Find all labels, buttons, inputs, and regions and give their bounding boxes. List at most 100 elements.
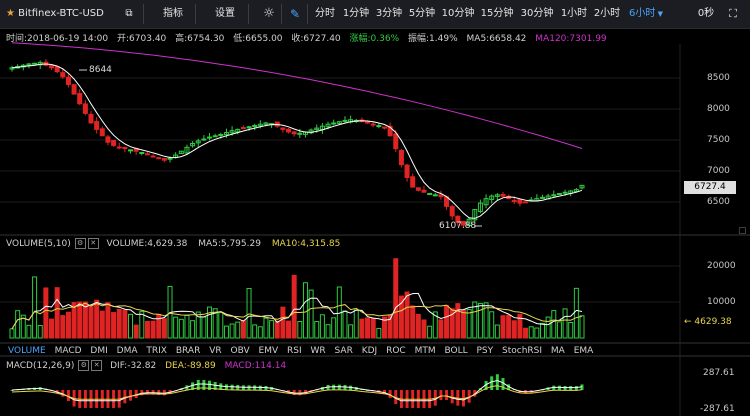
volume-bar [37, 324, 43, 339]
tab-wr[interactable]: WR [310, 346, 326, 356]
close-icon[interactable]: ✕ [87, 238, 99, 249]
settings-button[interactable]: 设置 [215, 8, 235, 19]
external-link-icon[interactable]: ⧉ [125, 8, 133, 19]
tab-ema[interactable]: EMA [573, 346, 594, 356]
candle [500, 194, 506, 197]
tab-emv[interactable]: EMV [258, 346, 279, 356]
macd-tick-top: 287.61 [703, 368, 735, 378]
volume-bar [116, 308, 122, 339]
macd-bar [332, 384, 336, 390]
candle [144, 153, 150, 156]
candle [551, 194, 557, 197]
candle [297, 132, 303, 135]
tab-obv[interactable]: OBV [230, 346, 250, 356]
candle [466, 218, 472, 227]
timeframe-10min[interactable]: 10分钟 [441, 8, 475, 19]
tab-mtm[interactable]: MTM [414, 346, 436, 356]
tab-brar[interactable]: BRAR [175, 346, 201, 356]
macd-bar [484, 381, 488, 390]
volume-bar [438, 319, 444, 339]
macd-bar [580, 384, 584, 390]
tab-roc[interactable]: ROC [386, 346, 406, 356]
tab-stochrsi[interactable]: StochRSI [502, 346, 543, 356]
indicators-button[interactable]: 指标 [163, 8, 183, 19]
macd-bar [162, 390, 166, 396]
gear-icon[interactable]: ⚙ [74, 238, 86, 249]
macd-bar [208, 380, 212, 390]
volume-bar [144, 320, 150, 339]
volume-bar [308, 289, 314, 339]
volume-bar [562, 308, 568, 339]
volume-bar [466, 308, 472, 339]
gear-icon[interactable]: ⚙ [78, 360, 90, 371]
macd-bar [473, 390, 477, 397]
volume-bar [184, 314, 190, 339]
macd-title: MACD(12,26,9) [6, 361, 75, 371]
timeframe-fenshi[interactable]: 分时 [315, 8, 335, 19]
tab-vr[interactable]: VR [209, 346, 222, 356]
volume-bar [489, 311, 495, 339]
candle [9, 67, 15, 70]
volume-bar [331, 317, 337, 339]
divider [281, 4, 282, 24]
volume-bar [20, 314, 26, 339]
candle [257, 123, 263, 127]
close-icon[interactable]: ✕ [91, 360, 103, 371]
macd-bar [337, 384, 341, 390]
timeframe-1h[interactable]: 1小时 [560, 8, 588, 19]
candle [190, 142, 196, 147]
macd-bar [10, 390, 14, 391]
tab-volume[interactable]: VOLUME [8, 346, 46, 356]
volume-bar [139, 311, 145, 339]
draw-tool-icon[interactable]: ✎ [289, 7, 301, 21]
tab-rsi[interactable]: RSI [287, 346, 302, 356]
volume-bar [240, 320, 246, 339]
star-icon[interactable]: ★ [6, 8, 15, 19]
tab-psy[interactable]: PSY [476, 346, 494, 356]
tab-dma[interactable]: DMA [116, 346, 138, 356]
volume-bar [178, 318, 184, 339]
tab-macd[interactable]: MACD [54, 346, 82, 356]
volume-bar [348, 324, 354, 339]
volume-bar [88, 304, 94, 339]
candle [291, 131, 297, 135]
timeframe-6h[interactable]: 6小时 ▼ [626, 4, 666, 24]
current-price-tag: 6727.4 [684, 181, 736, 194]
candle [65, 76, 71, 85]
indicator-tabs: VOLUME MACD DMI DMA TRIX BRAR VR OBV EMV… [8, 346, 599, 356]
volume-bar [60, 315, 66, 339]
volume-bar [500, 315, 506, 339]
tab-boll[interactable]: BOLL [444, 346, 468, 356]
symbol-selector[interactable]: ★ Bitfinex-BTC-USD [6, 4, 114, 24]
countdown: 0秒 [697, 8, 715, 19]
volume-bar [173, 316, 179, 339]
timeframe-1min[interactable]: 1分钟 [342, 8, 370, 19]
tab-dmi[interactable]: DMI [90, 346, 108, 356]
timeframe-5min[interactable]: 5分钟 [408, 8, 436, 19]
volume-bar [539, 322, 545, 339]
volume-bar [455, 303, 461, 339]
fullscreen-icon[interactable]: ⛶ [729, 7, 737, 20]
candle [128, 149, 134, 152]
macd-bar [140, 390, 144, 396]
candle [393, 133, 399, 150]
timeframe-2h[interactable]: 2小时 [593, 8, 621, 19]
tab-trix[interactable]: TRIX [146, 346, 167, 356]
candle [415, 187, 421, 191]
macd-dea: DEA:-89.89 [165, 361, 216, 371]
candle [212, 135, 218, 138]
volume-bar [381, 316, 387, 339]
timeframe-15min[interactable]: 15分钟 [480, 8, 514, 19]
collapse-icon[interactable]: ▢ [738, 226, 747, 236]
tab-kdj[interactable]: KDJ [361, 346, 378, 356]
macd-bar [202, 380, 206, 390]
tab-sar[interactable]: SAR [334, 346, 353, 356]
macd-panel-header: MACD(12,26,9) ⚙ ✕ DIF:-32.82 DEA:-89.89 M… [6, 360, 286, 371]
timeframe-30min[interactable]: 30分钟 [520, 8, 554, 19]
timeframe-3min[interactable]: 3分钟 [375, 8, 403, 19]
theme-toggle-icon[interactable]: ☼ [263, 6, 275, 21]
candle [370, 123, 376, 126]
tab-ma[interactable]: MA [550, 346, 565, 356]
volume-title: VOLUME(5,10) [6, 239, 71, 249]
